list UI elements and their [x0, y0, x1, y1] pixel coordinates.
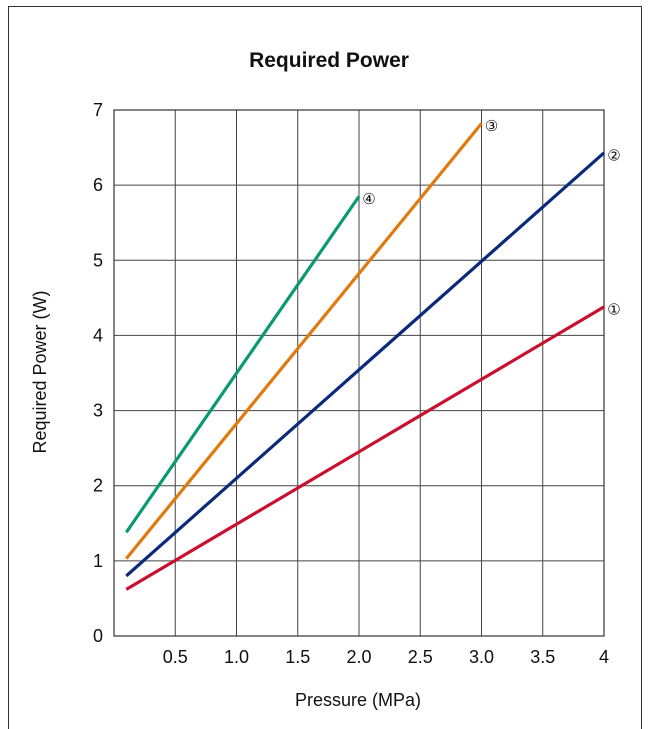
x-tick-label: 2.5: [408, 647, 433, 667]
x-tick-label: 3.0: [469, 647, 494, 667]
chart-title: Required Power: [249, 49, 409, 72]
x-tick-label: 3.5: [530, 647, 555, 667]
y-axis-label: Required Power (W): [30, 290, 50, 453]
series-line: [125, 151, 606, 578]
x-tick-label: 2.0: [346, 647, 371, 667]
grid: [114, 109, 605, 637]
y-tick-label: 7: [93, 100, 103, 120]
y-tick-label: 6: [93, 175, 103, 195]
x-tick-label: 1.0: [224, 647, 249, 667]
series-lines: [124, 122, 606, 591]
series-label: ②: [607, 146, 620, 164]
y-axis-ticks: 0 1 2 3 4 5 6 7: [93, 100, 103, 646]
x-axis-ticks: 0.5 1.0 1.5 2.0 2.5 3.0 3.5 4: [163, 647, 609, 667]
series-line: [124, 195, 361, 534]
y-tick-label: 2: [93, 476, 103, 496]
x-tick-label: 4: [599, 647, 609, 667]
y-tick-label: 0: [93, 626, 103, 646]
x-tick-label: 1.5: [285, 647, 310, 667]
series-label: ④: [362, 190, 375, 208]
y-tick-label: 5: [93, 250, 103, 270]
series-line: [125, 122, 483, 560]
y-tick-label: 1: [93, 551, 103, 571]
plot-border: [113, 109, 605, 637]
series-line: [125, 305, 605, 591]
y-tick-label: 4: [93, 325, 103, 345]
x-tick-label: 0.5: [163, 647, 188, 667]
y-tick-label: 3: [93, 401, 103, 421]
x-axis-label: Pressure (MPa): [295, 690, 421, 710]
series-labels: ① ② ③ ④: [362, 117, 620, 318]
series-label: ①: [607, 300, 620, 318]
series-label: ③: [485, 117, 498, 135]
